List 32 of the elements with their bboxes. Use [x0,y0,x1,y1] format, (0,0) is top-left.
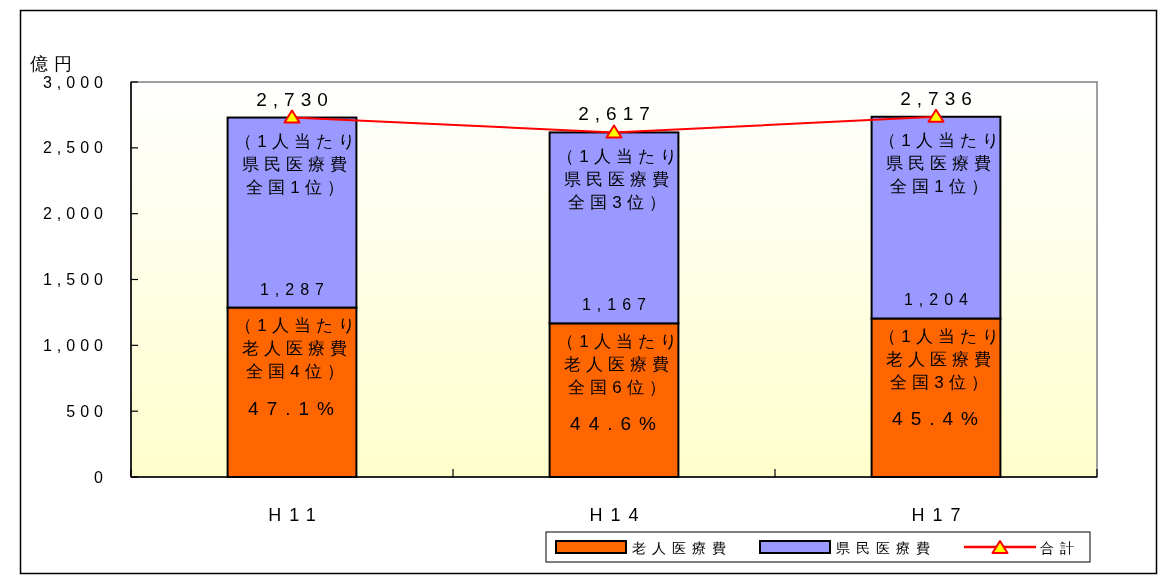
annotation: 47.1% [248,397,342,419]
annotation: （1人当たり県民医療費全国3位） [556,145,683,214]
y-axis-title: 億円 [30,54,78,74]
y-tick-label: 0 [94,468,108,486]
point [605,124,623,139]
annotation: 44.6% [570,413,664,435]
annotation: 45.4% [892,408,986,430]
data-label: 2,736 [900,87,978,109]
data-label: 1,287 [260,280,330,298]
annotation: （1人当たり老人医療費全国4位） [234,315,361,384]
annotation: （1人当たり県民医療費全国1位） [234,131,361,200]
point [927,108,945,123]
x-tick-label: H17 [911,505,969,525]
data-label: 2,730 [256,88,334,110]
data-label: 1,167 [582,296,652,314]
legend-label: 合計 [1040,540,1080,556]
x-tick-label: H11 [268,505,324,525]
y-tick-label: 1,500 [42,271,108,288]
y-tick-label: 500 [66,402,108,420]
y-tick-label: 3,000 [42,73,108,91]
legend-label: 県民医療費 [836,540,936,556]
data-label: 1,204 [904,291,974,309]
annotation: （1人当たり老人医療費全国3位） [878,326,1005,394]
annotation: （1人当たり県民医療費全国1位） [878,130,1005,199]
x-tick-label: H14 [589,505,647,525]
annotation: （1人当たり老人医療費全国6位） [556,330,683,399]
legend-label: 老人医療費 [632,540,732,556]
y-tick-label: 1,000 [42,336,108,354]
y-tick-label: 2,000 [42,205,108,223]
data-label: 2,617 [578,103,656,125]
point [283,109,301,124]
y-tick-label: 2,500 [42,139,108,157]
